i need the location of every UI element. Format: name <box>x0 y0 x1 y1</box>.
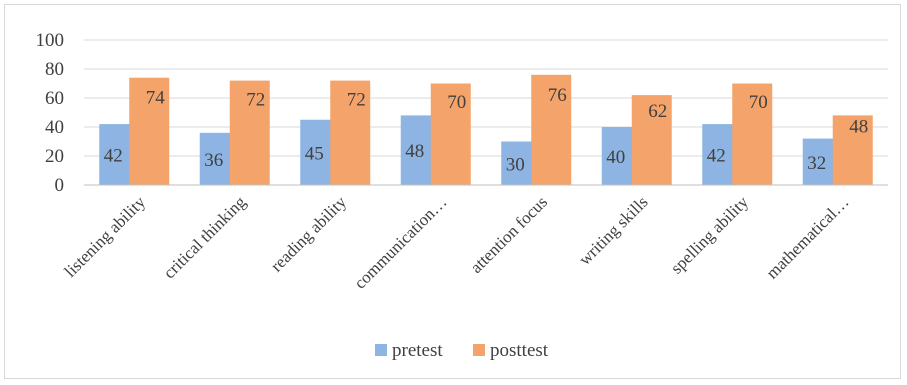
value-label-pretest: 40 <box>606 147 625 168</box>
value-label-posttest: 72 <box>347 90 366 111</box>
bar-posttest <box>832 115 873 185</box>
bar-posttest <box>229 80 270 185</box>
x-category-label: reading ability <box>267 192 351 276</box>
bar-posttest <box>531 74 572 185</box>
legend: pretest posttest <box>375 340 549 361</box>
x-category-label: critical thinking <box>160 192 250 282</box>
x-category-label: listening ability <box>61 192 150 281</box>
value-labels: 42 74 36 72 45 72 48 70 30 76 40 62 42 70 32 48 <box>104 85 869 175</box>
value-label-posttest: 62 <box>648 101 667 122</box>
legend-label-pretest: pretest <box>392 340 443 361</box>
value-label-pretest: 30 <box>506 154 525 175</box>
legend-swatch-pretest <box>375 344 387 356</box>
y-tick-label: 0 <box>55 175 65 196</box>
x-category-label: writing skills <box>575 192 652 269</box>
value-label-pretest: 48 <box>405 141 424 162</box>
legend-label-posttest: posttest <box>490 340 549 361</box>
bar-posttest <box>631 95 672 185</box>
x-category-label: spelling ability <box>667 192 753 278</box>
bar-posttest <box>732 83 773 185</box>
y-tick-label: 20 <box>45 146 64 167</box>
value-label-posttest: 70 <box>749 92 768 113</box>
bar-posttest <box>330 80 371 185</box>
value-label-posttest: 48 <box>849 117 868 138</box>
y-tick-label: 60 <box>45 88 64 109</box>
value-label-posttest: 76 <box>548 85 567 106</box>
y-tick-label: 80 <box>45 59 64 80</box>
x-category-label: attention focus <box>467 192 552 277</box>
bar-posttest <box>430 83 471 185</box>
value-label-posttest: 74 <box>146 87 166 108</box>
value-label-pretest: 42 <box>707 146 726 167</box>
x-category-label: mathematical… <box>762 192 852 282</box>
y-tick-label: 40 <box>45 117 64 138</box>
bars <box>99 74 873 185</box>
x-category-label: communication… <box>350 192 450 292</box>
y-axis-ticks: 0 20 40 60 80 100 <box>36 30 65 196</box>
value-label-posttest: 70 <box>447 92 466 113</box>
value-label-pretest: 32 <box>807 153 826 174</box>
x-axis-labels: listening ability critical thinking readin… <box>61 192 853 293</box>
chart-frame <box>4 4 901 379</box>
value-label-pretest: 45 <box>305 143 324 164</box>
value-label-posttest: 72 <box>246 90 265 111</box>
bar-posttest <box>129 77 170 185</box>
value-label-pretest: 36 <box>204 150 223 171</box>
y-tick-label: 100 <box>36 30 65 51</box>
value-label-pretest: 42 <box>104 146 123 167</box>
legend-swatch-posttest <box>473 344 485 356</box>
